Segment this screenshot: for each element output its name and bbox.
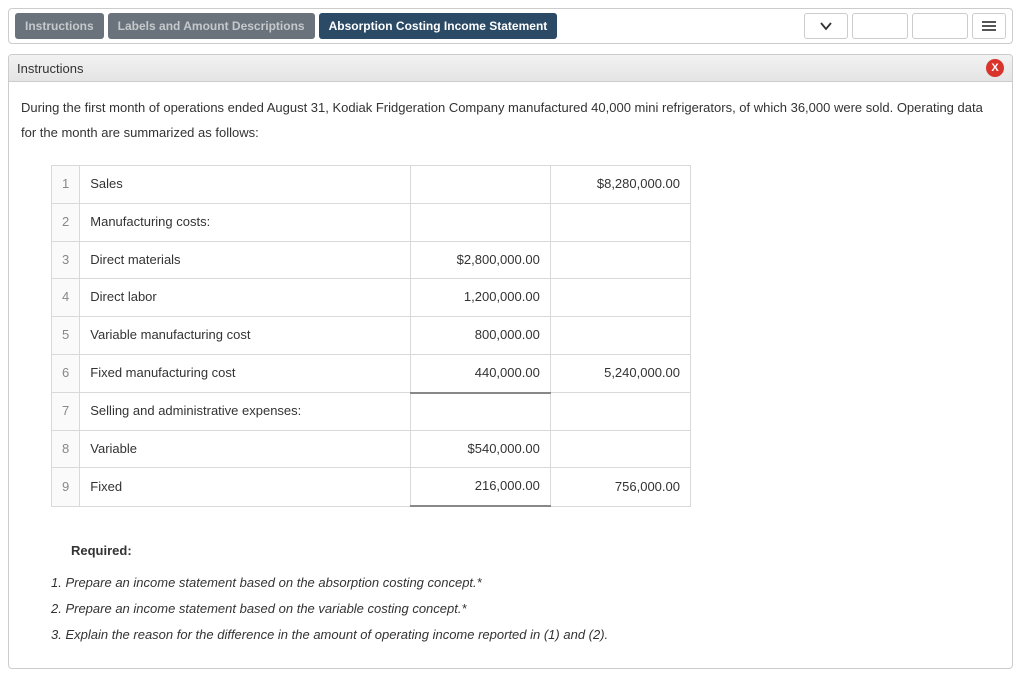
row-label: Variable [80, 430, 410, 468]
data-table-wrap: 1Sales$8,280,000.002Manufacturing costs:… [21, 145, 1000, 517]
row-amount-1: 440,000.00 [410, 354, 550, 392]
row-label: Direct labor [80, 279, 410, 317]
tab-bar: Instructions Labels and Amount Descripti… [8, 8, 1013, 44]
toolbar-blank-1[interactable] [852, 13, 908, 39]
row-amount-2 [550, 430, 690, 468]
row-amount-2 [550, 393, 690, 431]
operating-data-table: 1Sales$8,280,000.002Manufacturing costs:… [51, 165, 691, 507]
required-item: 1. Prepare an income statement based on … [51, 570, 990, 596]
row-number: 6 [52, 354, 80, 392]
row-amount-2: 5,240,000.00 [550, 354, 690, 392]
row-amount-2: 756,000.00 [550, 468, 690, 506]
table-row: 9Fixed216,000.00756,000.00 [52, 468, 691, 506]
row-amount-1: 1,200,000.00 [410, 279, 550, 317]
table-row: 7Selling and administrative expenses: [52, 393, 691, 431]
menu-button[interactable] [972, 13, 1006, 39]
row-label: Fixed [80, 468, 410, 506]
table-row: 1Sales $8,280,000.00 [52, 166, 691, 204]
table-row: 6Fixed manufacturing cost440,000.005,240… [52, 354, 691, 392]
panel-header: Instructions X [9, 55, 1012, 82]
row-number: 2 [52, 204, 80, 242]
row-number: 5 [52, 317, 80, 355]
row-number: 4 [52, 279, 80, 317]
chevron-down-icon [820, 20, 832, 32]
row-amount-2 [550, 241, 690, 279]
row-amount-2 [550, 279, 690, 317]
row-amount-1 [410, 166, 550, 204]
row-amount-2: $8,280,000.00 [550, 166, 690, 204]
close-icon: X [991, 62, 998, 74]
row-number: 7 [52, 393, 80, 431]
table-row: 8Variable$540,000.00 [52, 430, 691, 468]
row-label: Fixed manufacturing cost [80, 354, 410, 392]
tab-absorption-costing[interactable]: Absorption Costing Income Statement [319, 13, 558, 39]
row-amount-1 [410, 204, 550, 242]
dropdown-toggle[interactable] [804, 13, 848, 39]
row-label: Direct materials [80, 241, 410, 279]
panel-title: Instructions [17, 61, 83, 76]
row-label: Sales [80, 166, 410, 204]
row-amount-1 [410, 393, 550, 431]
instructions-panel: Instructions X During the first month of… [8, 54, 1013, 669]
table-row: 2Manufacturing costs: [52, 204, 691, 242]
row-number: 9 [52, 468, 80, 506]
required-block: Required: 1. Prepare an income statement… [21, 517, 1000, 648]
row-number: 1 [52, 166, 80, 204]
row-label: Manufacturing costs: [80, 204, 410, 242]
close-button[interactable]: X [986, 59, 1004, 77]
toolbar-blank-2[interactable] [912, 13, 968, 39]
required-title: Required: [51, 539, 990, 564]
row-amount-1: 216,000.00 [410, 468, 550, 506]
row-number: 3 [52, 241, 80, 279]
row-amount-2 [550, 317, 690, 355]
menu-icon [981, 20, 997, 32]
row-amount-1: 800,000.00 [410, 317, 550, 355]
tab-labels-amounts[interactable]: Labels and Amount Descriptions [108, 13, 315, 39]
table-row: 4Direct labor1,200,000.00 [52, 279, 691, 317]
row-amount-1: $540,000.00 [410, 430, 550, 468]
row-label: Variable manufacturing cost [80, 317, 410, 355]
required-item: 3. Explain the reason for the difference… [51, 622, 990, 648]
tab-instructions[interactable]: Instructions [15, 13, 104, 39]
row-number: 8 [52, 430, 80, 468]
row-label: Selling and administrative expenses: [80, 393, 410, 431]
required-item: 2. Prepare an income statement based on … [51, 596, 990, 622]
panel-body: During the first month of operations end… [9, 82, 1012, 668]
table-row: 5Variable manufacturing cost800,000.00 [52, 317, 691, 355]
row-amount-1: $2,800,000.00 [410, 241, 550, 279]
row-amount-2 [550, 204, 690, 242]
intro-text: During the first month of operations end… [21, 96, 1000, 145]
table-row: 3Direct materials$2,800,000.00 [52, 241, 691, 279]
